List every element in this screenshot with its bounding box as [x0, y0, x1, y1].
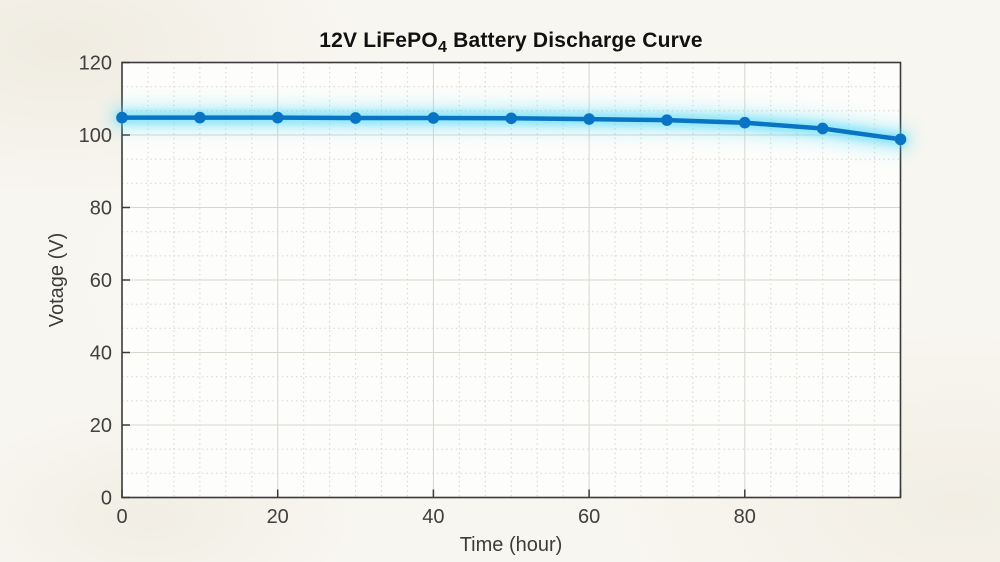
- x-tick-label: 60: [578, 506, 600, 528]
- data-point-marker: [349, 112, 362, 124]
- y-axis-label: Votage (V): [46, 233, 68, 328]
- x-tick-label: 0: [116, 506, 127, 528]
- y-tick-label: 20: [90, 415, 112, 437]
- y-tick-label: 80: [90, 198, 112, 220]
- data-point-marker: [271, 111, 284, 124]
- chart-title-subscript: 4: [438, 39, 447, 56]
- data-point-marker: [894, 133, 907, 146]
- discharge-curve: [108, 104, 914, 153]
- x-tick-label: 20: [267, 506, 289, 528]
- data-point-marker: [661, 114, 673, 126]
- y-tick-label: 120: [79, 53, 112, 75]
- axis-tick-marks: [121, 61, 902, 499]
- x-axis-label: Time (hour): [460, 534, 563, 556]
- y-tick-label: 40: [90, 343, 112, 365]
- chart-title-suffix: Battery Discharge Curve: [447, 29, 703, 52]
- y-tick-label: 100: [79, 125, 112, 147]
- data-point-marker: [583, 113, 595, 125]
- x-tick-label: 80: [734, 506, 756, 528]
- data-point-marker: [739, 116, 751, 129]
- y-tick-label: 60: [90, 270, 112, 292]
- y-axis-tick-labels: 0 20 40 60 80 100 120: [79, 53, 112, 510]
- data-point-marker: [427, 112, 440, 124]
- chart-title-prefix: 12V LiFePO: [319, 29, 438, 52]
- data-point-marker: [116, 111, 128, 124]
- x-tick-label: 40: [422, 506, 444, 528]
- chart-title: 12V LiFePO4 Battery Discharge Curve: [319, 29, 703, 56]
- x-axis-tick-labels: 0 20 40 60 80: [116, 506, 755, 528]
- data-point-marker: [194, 111, 206, 124]
- data-point-marker: [816, 122, 829, 135]
- data-point-marker: [505, 112, 518, 125]
- y-tick-label: 0: [101, 488, 112, 510]
